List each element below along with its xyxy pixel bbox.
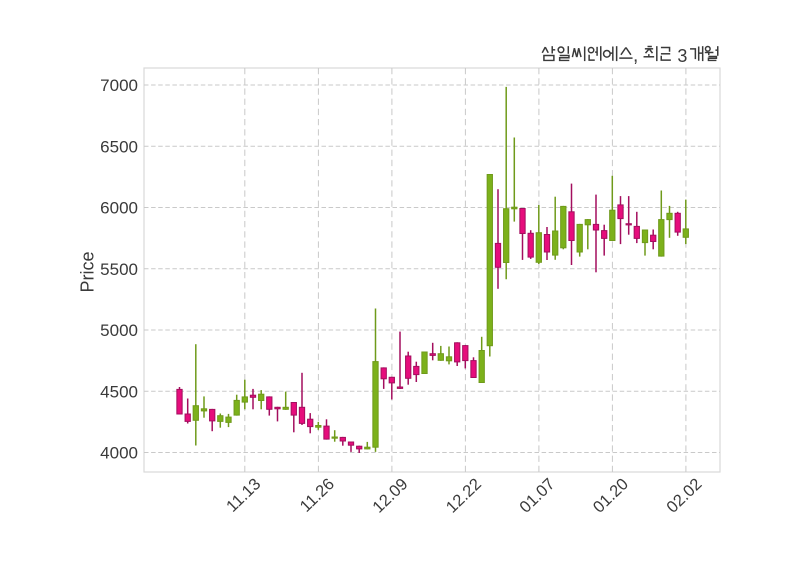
svg-text:,: , xyxy=(633,46,638,67)
svg-text:4000: 4000 xyxy=(100,444,138,463)
svg-text:Price: Price xyxy=(78,251,98,292)
svg-text:4500: 4500 xyxy=(100,382,138,401)
svg-text:5500: 5500 xyxy=(100,260,138,279)
svg-text:5000: 5000 xyxy=(100,321,138,340)
svg-text:7000: 7000 xyxy=(100,76,138,95)
svg-text:6000: 6000 xyxy=(100,199,138,218)
svg-text:3: 3 xyxy=(677,46,687,66)
svg-text:6500: 6500 xyxy=(100,137,138,156)
